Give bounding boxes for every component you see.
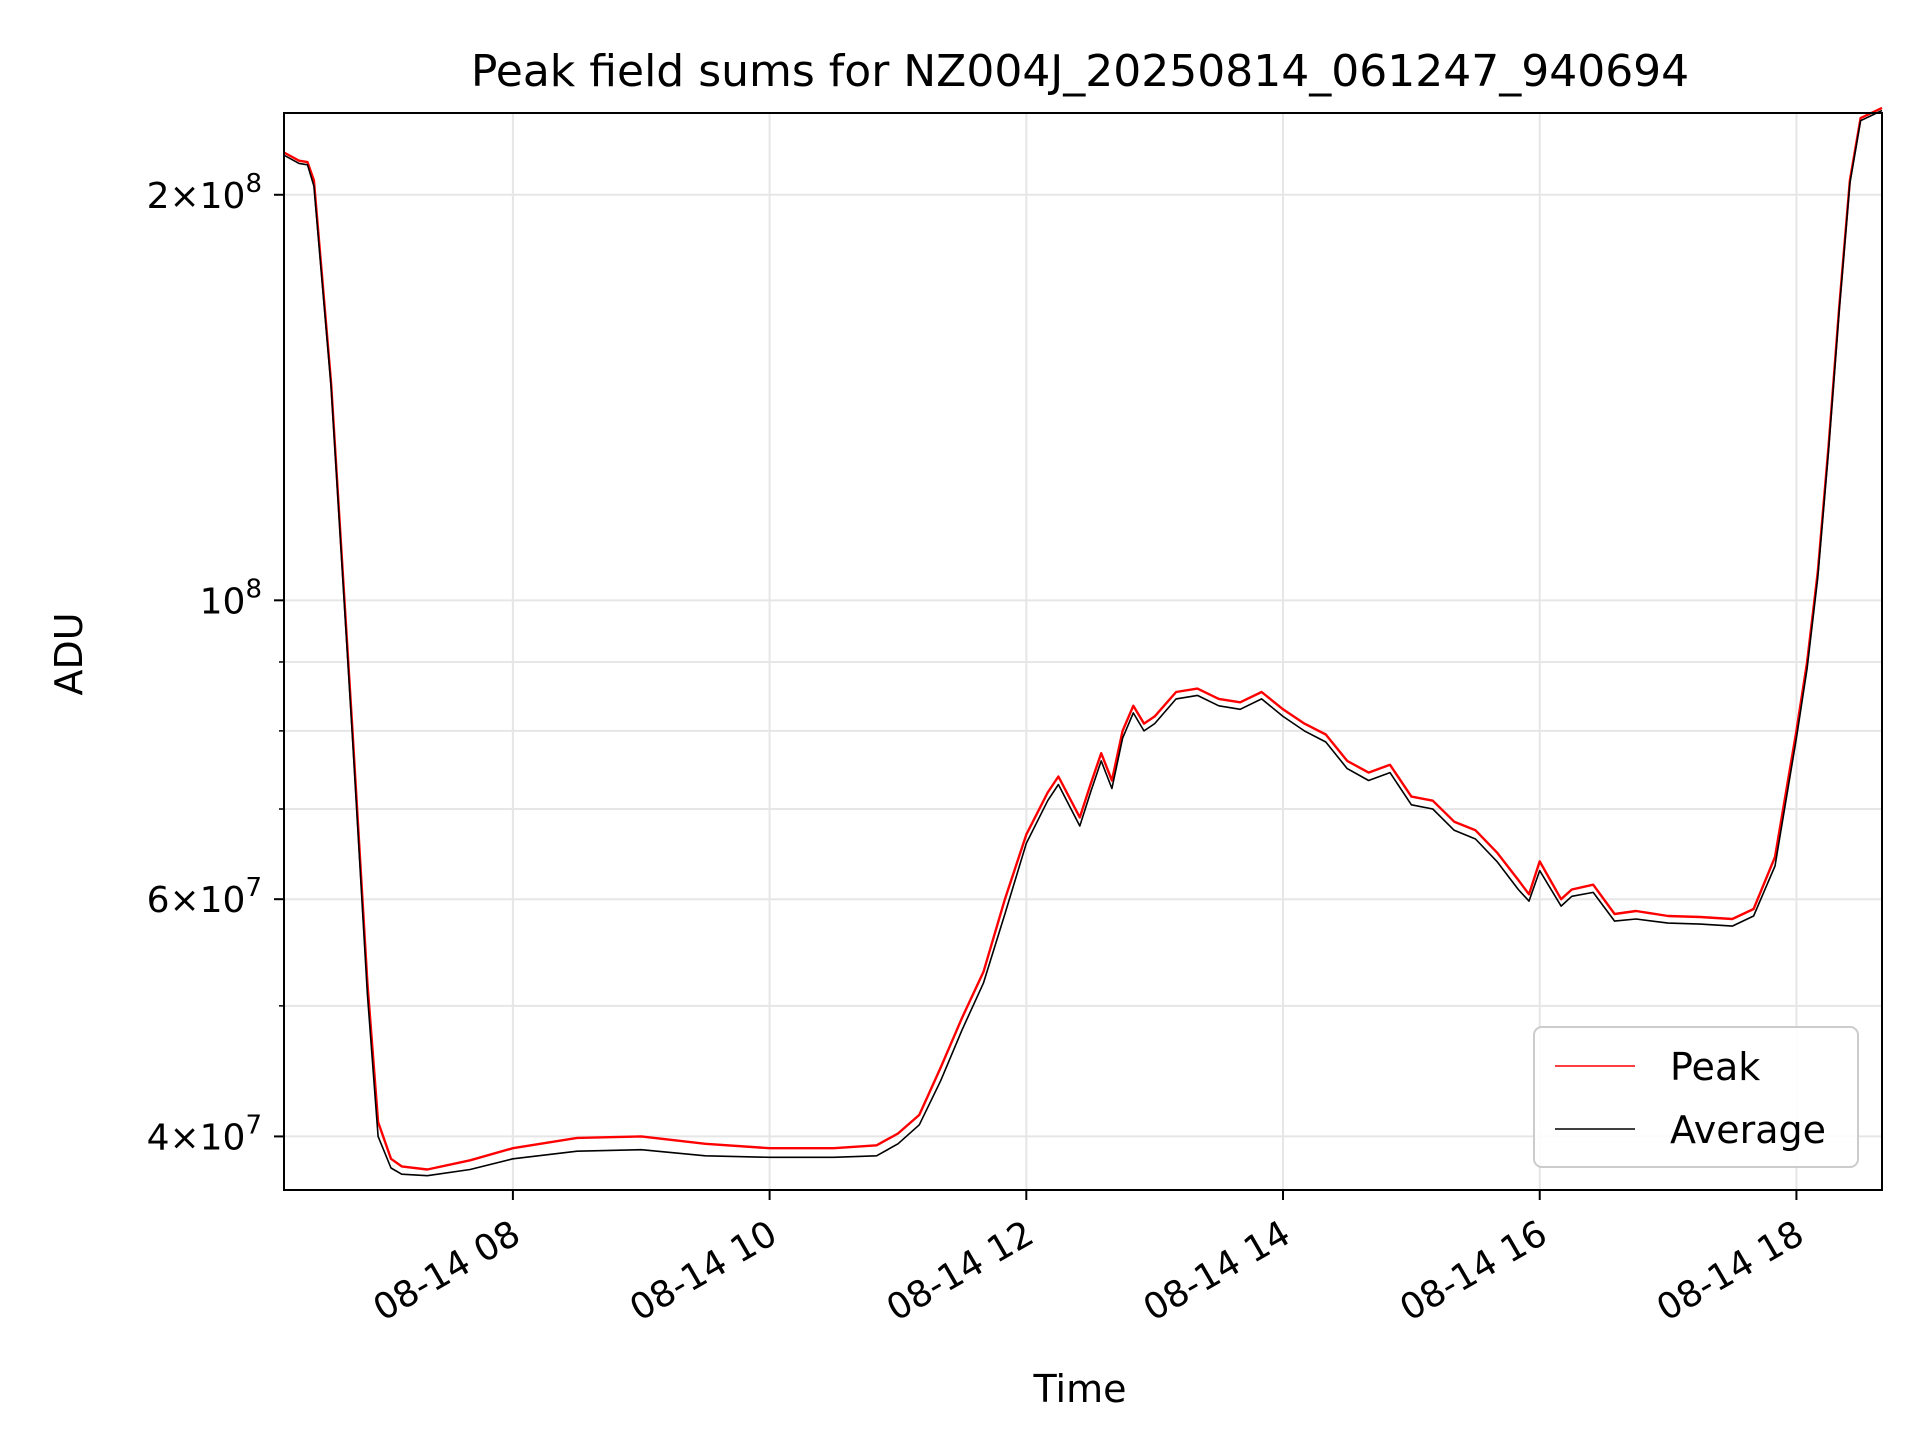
- plot-frame: [283, 112, 1883, 1191]
- y-tick-label: 2×108: [147, 169, 262, 217]
- plot-lines: [283, 106, 1883, 1177]
- series-line-average: [283, 109, 1883, 1177]
- y-tick-label: 4×107: [147, 1110, 262, 1158]
- grid: [284, 113, 1882, 1190]
- y-tick-label: 6×107: [147, 873, 262, 921]
- series-line-peak: [283, 106, 1883, 1171]
- legend-label-average: Average: [1670, 1108, 1826, 1152]
- legend-label-peak: Peak: [1670, 1045, 1760, 1089]
- y-axis-label: ADU: [47, 612, 91, 695]
- legend: Peak Average: [1533, 1026, 1859, 1168]
- chart-title: Peak field sums for NZ004J_20250814_0612…: [471, 46, 1689, 97]
- legend-box: [1533, 1026, 1859, 1168]
- x-axis-label: Time: [1033, 1367, 1127, 1411]
